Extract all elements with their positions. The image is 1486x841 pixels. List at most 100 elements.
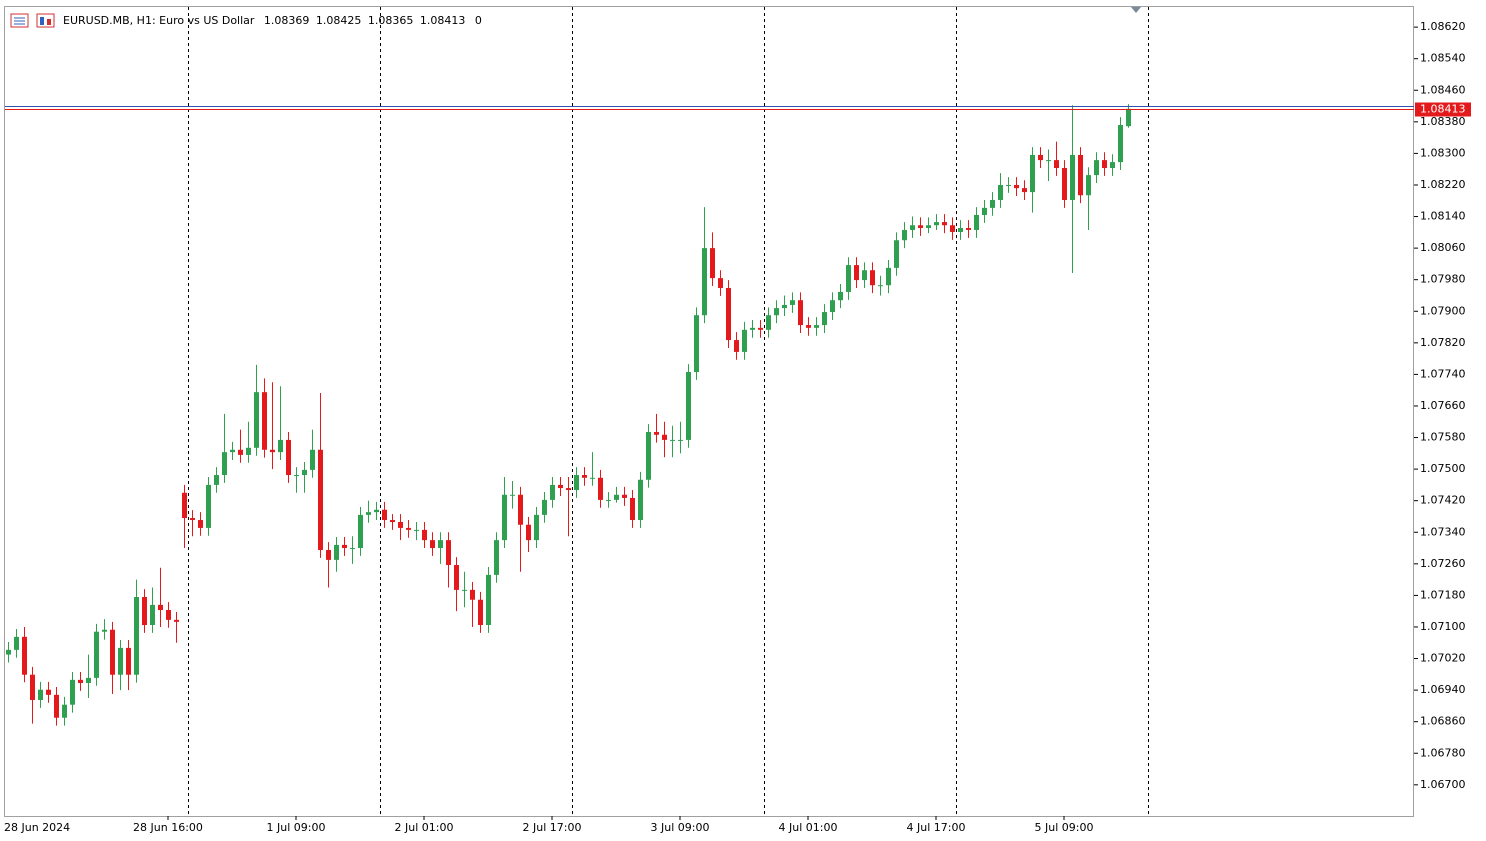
x-tick-label: 2 Jul 01:00 xyxy=(395,821,454,834)
candle-body xyxy=(1014,184,1019,189)
candle-body xyxy=(670,439,675,441)
y-tick-label: 1.07740 xyxy=(1420,367,1466,380)
candle-body xyxy=(622,494,627,498)
candle-body xyxy=(646,432,651,480)
candle-body xyxy=(1118,124,1123,163)
candle-body xyxy=(286,439,291,476)
candle-body xyxy=(302,469,307,476)
candle-body xyxy=(30,674,35,700)
candle-body xyxy=(446,540,451,566)
candle-body xyxy=(206,484,211,528)
plot-frame xyxy=(4,6,1414,817)
y-tick-label: 1.07820 xyxy=(1420,336,1466,349)
candle-body xyxy=(910,225,915,230)
volume: 0 xyxy=(475,14,482,27)
candle-body xyxy=(478,599,483,625)
icon-bar xyxy=(40,17,44,25)
candle-body xyxy=(718,278,723,288)
candle-body xyxy=(878,285,883,287)
candle-body xyxy=(190,518,195,521)
candle-body xyxy=(798,300,803,326)
candle-body xyxy=(374,509,379,513)
candle-body xyxy=(414,529,419,531)
candle-body xyxy=(1126,108,1131,127)
candle-body xyxy=(334,544,339,560)
candle-body xyxy=(702,248,707,316)
candle-body xyxy=(326,550,331,560)
candle-body xyxy=(118,647,123,675)
candle-body xyxy=(198,520,203,528)
candle-body xyxy=(502,494,507,541)
candle-body xyxy=(934,222,939,226)
y-tick-label: 1.08060 xyxy=(1420,241,1466,254)
x-tick-label: 3 Jul 09:00 xyxy=(651,821,710,834)
candle-body xyxy=(758,327,763,330)
candle-body xyxy=(46,689,51,695)
y-tick-label: 1.07260 xyxy=(1420,557,1466,570)
candle-body xyxy=(534,514,539,541)
candle-body xyxy=(294,475,299,477)
candle-body xyxy=(142,596,147,625)
candle-body xyxy=(470,589,475,600)
y-tick-label: 1.06860 xyxy=(1420,715,1466,728)
candle-body xyxy=(1078,154,1083,196)
candle-body xyxy=(462,589,467,591)
candle-body xyxy=(822,312,827,326)
candle-body xyxy=(854,265,859,281)
candle-body xyxy=(974,214,979,230)
candle-body xyxy=(1110,162,1115,169)
candle-body xyxy=(70,679,75,705)
candle-body xyxy=(390,520,395,522)
candle-body xyxy=(182,492,187,519)
candle-body xyxy=(358,514,363,549)
candle-body xyxy=(342,544,347,549)
candle-body xyxy=(230,449,235,453)
candle-body xyxy=(14,636,19,650)
candle-body xyxy=(990,199,995,208)
candle-body xyxy=(86,677,91,684)
x-tick-label: 5 Jul 09:00 xyxy=(1035,821,1094,834)
y-tick-label: 1.08300 xyxy=(1420,146,1466,159)
y-tick-label: 1.07900 xyxy=(1420,304,1466,317)
candle-body xyxy=(694,315,699,373)
candle-body xyxy=(174,619,179,622)
candle-body xyxy=(78,679,83,684)
candle-body xyxy=(126,647,131,675)
candle-body xyxy=(550,484,555,500)
y-tick-label: 1.08140 xyxy=(1420,210,1466,223)
candle-body xyxy=(1062,168,1067,200)
candle-body xyxy=(734,340,739,352)
candle-body xyxy=(318,449,323,551)
last-low: 1.08365 xyxy=(368,14,414,27)
candle-body xyxy=(270,449,275,453)
candle-body xyxy=(422,529,427,541)
candle-body xyxy=(222,452,227,476)
candle-body xyxy=(566,488,571,491)
header: EURUSD.MB, H1: Euro vs US Dollar 1.08369… xyxy=(63,14,482,27)
candle-body xyxy=(238,449,243,455)
candle-body xyxy=(814,325,819,328)
x-tick-label: 4 Jul 17:00 xyxy=(907,821,966,834)
last-close: 1.08413 xyxy=(420,14,466,27)
x-tick-label: 1 Jul 09:00 xyxy=(267,821,326,834)
candle-body xyxy=(150,604,155,625)
candle-body xyxy=(750,327,755,330)
candle-body xyxy=(1094,160,1099,176)
candle-body xyxy=(862,270,867,281)
last-price-label: 1.08413 xyxy=(1420,103,1466,116)
candle-body xyxy=(774,308,779,316)
candle-body xyxy=(246,447,251,455)
candle-body xyxy=(806,325,811,328)
y-tick-label: 1.07660 xyxy=(1420,399,1466,412)
y-tick-label: 1.08540 xyxy=(1420,52,1466,65)
candle-body xyxy=(382,509,387,521)
candle-body xyxy=(678,439,683,441)
y-tick-label: 1.07500 xyxy=(1420,462,1466,475)
y-tick-label: 1.06780 xyxy=(1420,746,1466,759)
candle-body xyxy=(614,494,619,500)
candle-body xyxy=(790,300,795,305)
x-tick-label: 2 Jul 17:00 xyxy=(523,821,582,834)
candle-body xyxy=(254,392,259,448)
candle-body xyxy=(558,484,563,489)
